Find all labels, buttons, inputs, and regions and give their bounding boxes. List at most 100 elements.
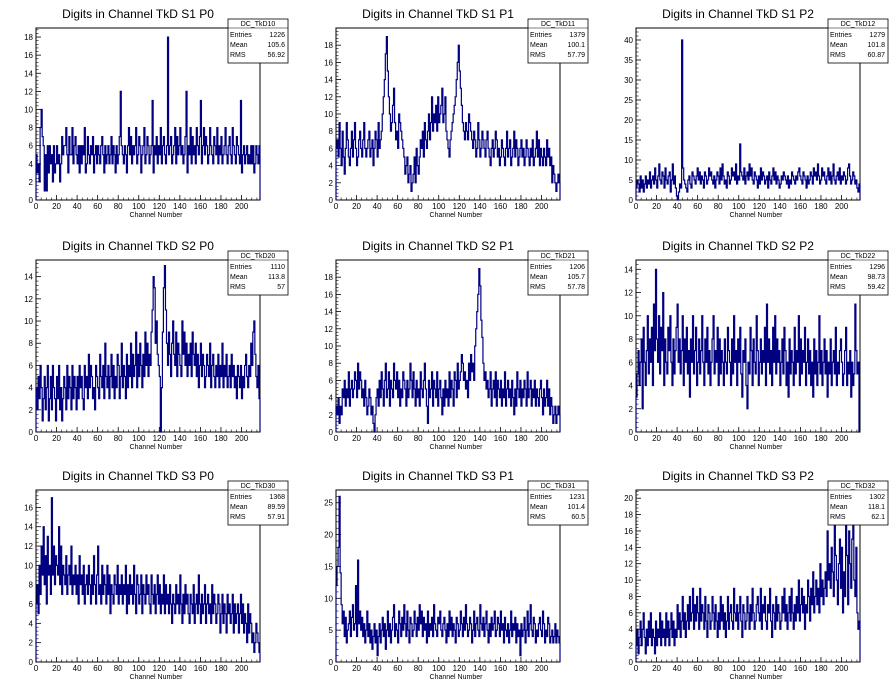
stats-mean-label: Mean bbox=[230, 42, 248, 49]
y-tick-label: 35 bbox=[624, 56, 633, 65]
y-tick-label: 8 bbox=[629, 335, 634, 344]
stats-box: DC_TkD32 Entries 1302 Mean 118.1 RMS 62.1 bbox=[827, 480, 889, 526]
histogram-series bbox=[635, 268, 860, 433]
y-tick-label: 16 bbox=[24, 51, 33, 60]
y-tick-label: 2 bbox=[329, 179, 334, 188]
x-tick-label: 40 bbox=[73, 202, 82, 211]
x-tick-label: 60 bbox=[93, 434, 102, 443]
x-tick-label: 160 bbox=[794, 434, 808, 443]
x-tick-label: 20 bbox=[352, 664, 361, 673]
x-tick-label: 200 bbox=[235, 434, 249, 443]
stats-rms-value: 60.87 bbox=[867, 52, 885, 59]
y-tick-label: 8 bbox=[329, 127, 334, 136]
y-tick-label: 4 bbox=[629, 382, 634, 391]
x-tick-label: 0 bbox=[34, 434, 39, 443]
x-tick-label: 180 bbox=[514, 434, 528, 443]
x-tick-label: 180 bbox=[814, 202, 828, 211]
x-tick-label: 80 bbox=[714, 664, 723, 673]
stats-rms-value: 57.79 bbox=[567, 52, 585, 59]
stats-rms-label: RMS bbox=[830, 514, 846, 521]
stats-entries-value: 1206 bbox=[569, 264, 585, 271]
x-tick-label: 180 bbox=[514, 664, 528, 673]
stats-entries-label: Entries bbox=[830, 32, 852, 39]
x-tick-label: 0 bbox=[34, 202, 39, 211]
x-tick-label: 180 bbox=[814, 434, 828, 443]
stats-entries-label: Entries bbox=[530, 32, 552, 39]
stats-name: DC_TkD21 bbox=[541, 253, 576, 260]
x-tick-label: 0 bbox=[334, 434, 339, 443]
x-tick-label: 40 bbox=[73, 434, 82, 443]
x-tick-label: 140 bbox=[173, 434, 187, 443]
stats-mean-label: Mean bbox=[230, 274, 248, 281]
y-tick-label: 8 bbox=[29, 124, 34, 133]
stats-rms-value: 57 bbox=[277, 284, 285, 291]
x-tick-label: 80 bbox=[114, 434, 123, 443]
x-axis-label: Channel Number bbox=[730, 444, 784, 451]
y-tick-label: 14 bbox=[24, 523, 33, 532]
x-tick-label: 80 bbox=[414, 202, 423, 211]
histogram-series bbox=[335, 495, 561, 662]
x-tick-label: 0 bbox=[634, 434, 639, 443]
stats-frame bbox=[827, 480, 889, 526]
stats-entries-value: 1368 bbox=[269, 494, 285, 501]
x-tick-label: 100 bbox=[132, 664, 146, 673]
histogram-series bbox=[335, 268, 561, 433]
stats-box: DC_TkD12 Entries 1279 Mean 101.8 RMS 60.87 bbox=[827, 18, 889, 64]
y-tick-label: 8 bbox=[29, 581, 34, 590]
stats-rms-label: RMS bbox=[830, 284, 846, 291]
x-tick-label: 60 bbox=[93, 664, 102, 673]
plot-frame bbox=[35, 27, 261, 201]
y-tick-label: 4 bbox=[29, 619, 34, 628]
x-tick-label: 120 bbox=[753, 664, 767, 673]
x-tick-label: 100 bbox=[732, 202, 746, 211]
x-tick-label: 120 bbox=[453, 434, 467, 443]
stats-box: DC_TkD20 Entries 1110 Mean 113.8 RMS 57 bbox=[227, 250, 289, 296]
y-tick-label: 2 bbox=[629, 405, 634, 414]
x-tick-label: 140 bbox=[173, 202, 187, 211]
stats-mean-label: Mean bbox=[830, 42, 848, 49]
y-tick-label: 5 bbox=[329, 626, 334, 635]
x-axis-label: Channel Number bbox=[430, 444, 484, 451]
x-tick-label: 100 bbox=[732, 664, 746, 673]
stats-entries-label: Entries bbox=[230, 494, 252, 501]
y-tick-label: 16 bbox=[324, 58, 333, 67]
x-tick-label: 140 bbox=[773, 664, 787, 673]
y-tick-label: 12 bbox=[624, 560, 633, 569]
y-tick-label: 0 bbox=[29, 196, 34, 205]
y-tick-label: 6 bbox=[329, 144, 334, 153]
histogram-panel: Digits in Channel TkD S1 P0 0 2 4 6 8 10 12 14 16… bbox=[24, 7, 289, 219]
stats-name: DC_TkD22 bbox=[841, 253, 876, 260]
plot-frame bbox=[635, 27, 861, 201]
y-tick-label: 12 bbox=[24, 295, 33, 304]
x-tick-label: 0 bbox=[34, 664, 39, 673]
stats-frame bbox=[527, 250, 589, 296]
stats-mean-value: 101.4 bbox=[567, 504, 585, 511]
stats-mean-label: Mean bbox=[530, 274, 548, 281]
y-tick-label: 12 bbox=[324, 93, 333, 102]
stats-box: DC_TkD30 Entries 1368 Mean 89.59 RMS 57.91 bbox=[227, 480, 289, 526]
x-tick-label: 160 bbox=[494, 434, 508, 443]
x-tick-label: 60 bbox=[393, 202, 402, 211]
y-tick-label: 12 bbox=[624, 289, 633, 298]
stats-mean-value: 101.8 bbox=[867, 42, 885, 49]
panel-title: Digits in Channel TkD S1 P1 bbox=[362, 7, 514, 21]
x-tick-label: 120 bbox=[153, 202, 167, 211]
x-tick-label: 100 bbox=[732, 434, 746, 443]
y-tick-label: 10 bbox=[24, 105, 33, 114]
stats-frame bbox=[827, 18, 889, 64]
x-tick-label: 80 bbox=[714, 434, 723, 443]
stats-entries-value: 1231 bbox=[569, 494, 585, 501]
x-tick-label: 20 bbox=[352, 434, 361, 443]
x-tick-label: 0 bbox=[334, 202, 339, 211]
x-axis-label: Channel Number bbox=[430, 674, 484, 681]
histogram-panel: Digits in Channel TkD S1 P2 0 5 10 15 20 25 30 3… bbox=[624, 7, 889, 219]
y-tick-label: 14 bbox=[24, 69, 33, 78]
x-tick-label: 140 bbox=[173, 664, 187, 673]
stats-name: DC_TkD10 bbox=[241, 21, 276, 28]
histogram-series bbox=[335, 36, 561, 200]
x-axis-label: Channel Number bbox=[130, 674, 184, 681]
y-tick-label: 15 bbox=[624, 136, 633, 145]
x-tick-label: 60 bbox=[693, 664, 702, 673]
x-tick-label: 180 bbox=[214, 434, 228, 443]
panel-title: Digits in Channel TkD S1 P0 bbox=[62, 7, 214, 21]
